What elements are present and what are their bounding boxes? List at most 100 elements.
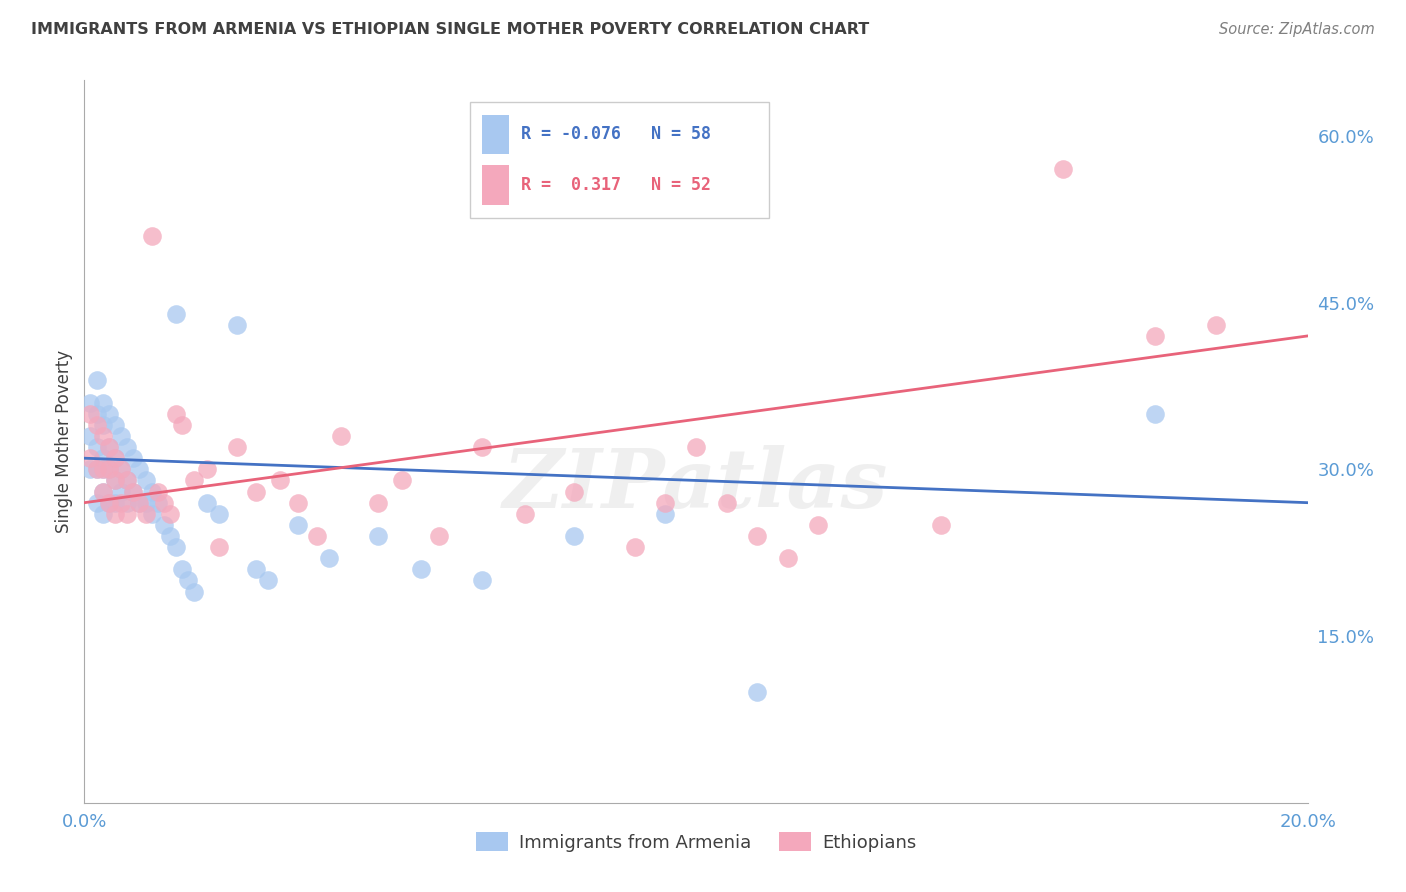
Point — [91, 462, 114, 476]
Point — [115, 496, 138, 510]
Point — [110, 462, 132, 476]
Point — [716, 496, 738, 510]
Point — [159, 529, 181, 543]
Point — [135, 474, 157, 488]
Point — [146, 484, 169, 499]
Point — [79, 429, 101, 443]
Point — [97, 496, 120, 510]
Bar — [482, 114, 509, 154]
Point — [128, 496, 150, 510]
Point — [115, 440, 138, 454]
Point — [177, 574, 200, 588]
Point — [245, 562, 267, 576]
Text: IMMIGRANTS FROM ARMENIA VS ETHIOPIAN SINGLE MOTHER POVERTY CORRELATION CHART: IMMIGRANTS FROM ARMENIA VS ETHIOPIAN SIN… — [31, 22, 869, 37]
Point — [79, 407, 101, 421]
Point — [367, 529, 389, 543]
Point — [141, 228, 163, 243]
Point — [97, 496, 120, 510]
Point — [110, 462, 132, 476]
Text: ZIPatlas: ZIPatlas — [503, 445, 889, 524]
Point — [91, 395, 114, 409]
Point — [115, 507, 138, 521]
Point — [172, 417, 194, 432]
Point — [807, 517, 830, 532]
Point — [104, 474, 127, 488]
Point — [153, 517, 176, 532]
Point — [183, 584, 205, 599]
Point — [269, 474, 291, 488]
Point — [91, 429, 114, 443]
Point — [146, 496, 169, 510]
Point — [115, 474, 138, 488]
Point — [91, 507, 114, 521]
Point — [165, 307, 187, 321]
Point — [104, 451, 127, 466]
Point — [97, 462, 120, 476]
Point — [104, 496, 127, 510]
Point — [1205, 318, 1227, 332]
Point — [1143, 407, 1166, 421]
Point — [165, 407, 187, 421]
Point — [135, 507, 157, 521]
Point — [159, 507, 181, 521]
Point — [776, 551, 799, 566]
Point — [104, 507, 127, 521]
Point — [104, 451, 127, 466]
Point — [513, 507, 536, 521]
Point — [79, 395, 101, 409]
Point — [330, 429, 353, 443]
Point — [654, 496, 676, 510]
Point — [86, 462, 108, 476]
Point — [104, 474, 127, 488]
Point — [654, 507, 676, 521]
Text: R = -0.076   N = 58: R = -0.076 N = 58 — [522, 126, 711, 144]
Point — [562, 529, 585, 543]
Point — [245, 484, 267, 499]
Point — [427, 529, 450, 543]
Point — [122, 484, 145, 499]
Point — [208, 507, 231, 521]
Point — [747, 684, 769, 698]
Point — [153, 496, 176, 510]
Point — [91, 451, 114, 466]
Point — [128, 462, 150, 476]
Point — [122, 484, 145, 499]
Point — [208, 540, 231, 554]
Point — [257, 574, 280, 588]
Point — [122, 451, 145, 466]
Point — [97, 440, 120, 454]
Point — [195, 462, 218, 476]
Point — [287, 517, 309, 532]
Point — [91, 484, 114, 499]
Point — [141, 507, 163, 521]
Point — [226, 440, 249, 454]
Point — [195, 496, 218, 510]
Legend: Immigrants from Armenia, Ethiopians: Immigrants from Armenia, Ethiopians — [468, 825, 924, 859]
Point — [391, 474, 413, 488]
Point — [1143, 329, 1166, 343]
Point — [97, 407, 120, 421]
Point — [624, 540, 647, 554]
Point — [562, 484, 585, 499]
Point — [135, 496, 157, 510]
Point — [86, 462, 108, 476]
Point — [409, 562, 432, 576]
Y-axis label: Single Mother Poverty: Single Mother Poverty — [55, 350, 73, 533]
Point — [685, 440, 707, 454]
Point — [110, 484, 132, 499]
Point — [91, 417, 114, 432]
Point — [226, 318, 249, 332]
Bar — [482, 165, 509, 205]
Point — [97, 462, 120, 476]
Point — [91, 484, 114, 499]
Point — [79, 451, 101, 466]
Point — [305, 529, 328, 543]
Point — [79, 462, 101, 476]
Point — [86, 496, 108, 510]
Point — [471, 440, 494, 454]
Point — [86, 440, 108, 454]
Point — [318, 551, 340, 566]
Point — [747, 529, 769, 543]
Point — [367, 496, 389, 510]
Point — [86, 373, 108, 387]
